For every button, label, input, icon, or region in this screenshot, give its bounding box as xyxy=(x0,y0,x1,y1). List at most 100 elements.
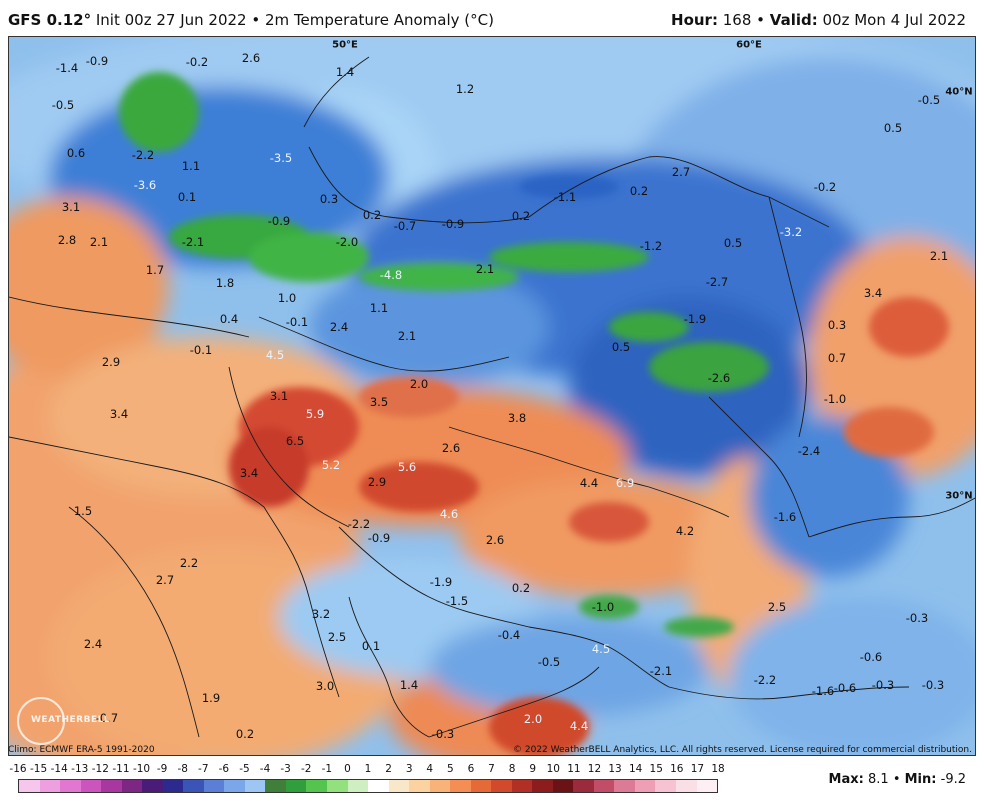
legend-tick-label: 1 xyxy=(364,763,372,775)
anomaly-value: -0.3 xyxy=(905,611,929,625)
anomaly-value: 0.4 xyxy=(219,312,239,326)
legend-tick-label: -9 xyxy=(156,763,168,775)
legend-tick-label: 0 xyxy=(344,763,351,775)
anomaly-value: -0.3 xyxy=(921,678,945,692)
anomaly-value: 1.4 xyxy=(399,678,419,692)
legend-swatch xyxy=(573,780,594,792)
map-shading xyxy=(9,37,975,755)
legend-tick-label: -13 xyxy=(71,763,89,775)
legend-tick-label: 7 xyxy=(488,763,495,775)
anomaly-value: 0.7 xyxy=(827,351,847,365)
legend-color-bar xyxy=(18,779,718,793)
legend-tick-label: 9 xyxy=(529,763,537,775)
legend-tick-label: -4 xyxy=(259,763,271,775)
legend-swatch xyxy=(121,780,143,792)
anomaly-value: 1.5 xyxy=(73,504,93,518)
anomaly-value: -1.5 xyxy=(445,594,469,608)
anomaly-value: 4.6 xyxy=(439,507,459,521)
legend-swatch xyxy=(183,780,204,792)
anomaly-value: -1.2 xyxy=(639,239,663,253)
legend-tick-label: -15 xyxy=(30,763,48,775)
legend-tick-label: 3 xyxy=(405,763,413,775)
anomaly-value: 5.9 xyxy=(305,407,325,421)
anomaly-value: -0.5 xyxy=(917,93,941,107)
anomaly-value: 3.2 xyxy=(311,607,331,621)
copyright-note: © 2022 WeatherBELL Analytics, LLC. All r… xyxy=(513,745,972,755)
anomaly-value: -0.7 xyxy=(393,219,417,233)
anomaly-value: 2.0 xyxy=(409,377,429,391)
anomaly-value: 0.5 xyxy=(723,236,743,250)
legend-tick-label: 10 xyxy=(546,763,560,775)
legend-swatch xyxy=(19,780,40,792)
product-name: 2m Temperature Anomaly (°C) xyxy=(265,11,494,29)
anomaly-value: 2.6 xyxy=(485,533,505,547)
anomaly-value: 0.2 xyxy=(511,209,531,223)
anomaly-value: 2.2 xyxy=(179,556,199,570)
anomaly-value: -2.1 xyxy=(649,664,673,678)
anomaly-value: 2.1 xyxy=(929,249,949,263)
anomaly-value: 1.1 xyxy=(369,301,389,315)
max-value: 8.1 xyxy=(867,772,889,787)
anomaly-value: 1.2 xyxy=(455,82,475,96)
anomaly-value: 6.5 xyxy=(285,434,305,448)
legend-tick-labels: -16 -15 -14 -13 -12 -11 -10 -9 -8 -7 -6 -5 -4 -3 -2 -1 0… xyxy=(9,763,724,777)
anomaly-value: -0.2 xyxy=(813,180,837,194)
anomaly-value: 4.4 xyxy=(569,719,589,733)
anomaly-value: -2.4 xyxy=(797,444,821,458)
anomaly-value: -4.8 xyxy=(379,268,403,282)
legend-tick-label: -5 xyxy=(239,763,250,775)
legend-tick-label: 4 xyxy=(426,763,434,775)
legend-swatch xyxy=(162,780,184,792)
anomaly-value: -0.9 xyxy=(85,54,109,68)
legend-swatch xyxy=(39,780,61,792)
anomaly-value: 4.4 xyxy=(579,476,599,490)
legend-swatch xyxy=(429,780,451,792)
legend-tick-label: -3 xyxy=(280,763,291,775)
anomaly-value: 4.5 xyxy=(591,642,611,656)
anomaly-value: -3.2 xyxy=(779,225,803,239)
anomaly-value: 2.6 xyxy=(241,51,261,65)
anomaly-value: 2.9 xyxy=(101,355,121,369)
anomaly-value: 2.1 xyxy=(475,262,495,276)
anomaly-value: 2.1 xyxy=(397,329,417,343)
anomaly-value: 1.4 xyxy=(335,65,355,79)
anomaly-value: 0.3 xyxy=(319,192,339,206)
legend-swatch xyxy=(265,780,286,792)
legend-tick-label: 17 xyxy=(690,763,705,775)
anomaly-value: 2.8 xyxy=(57,233,77,247)
legend-tick-label: -8 xyxy=(177,763,188,775)
anomaly-value: -0.9 xyxy=(441,217,465,231)
anomaly-value: 2.4 xyxy=(329,320,349,334)
anomaly-value: 3.8 xyxy=(507,411,527,425)
anomaly-value: -0.5 xyxy=(51,98,75,112)
legend-swatch xyxy=(80,780,102,792)
anomaly-value: -2.0 xyxy=(335,235,359,249)
legend-swatch xyxy=(470,780,492,792)
header-separator: • xyxy=(251,11,261,29)
legend-tick-label: 6 xyxy=(467,763,475,775)
anomaly-value: 3.1 xyxy=(61,200,81,214)
max-min-summary: Max: 8.1 • Min: -9.2 xyxy=(829,772,966,787)
anomaly-value: -1.9 xyxy=(683,312,707,326)
anomaly-value: -2.1 xyxy=(181,235,205,249)
anomaly-value: 0.1 xyxy=(361,639,381,653)
legend-swatch xyxy=(142,780,163,792)
anomaly-value: 2.7 xyxy=(155,573,175,587)
anomaly-value: 0.2 xyxy=(629,184,649,198)
anomaly-value: 0.3 xyxy=(827,318,847,332)
legend-swatch xyxy=(532,780,553,792)
anomaly-value: 1.7 xyxy=(145,263,165,277)
anomaly-value: 4.5 xyxy=(265,348,285,362)
anomaly-value: 1.0 xyxy=(277,291,297,305)
anomaly-value: -0.5 xyxy=(537,655,561,669)
anomaly-value: 2.6 xyxy=(441,441,461,455)
anomaly-value: -2.6 xyxy=(707,371,731,385)
anomaly-value: 2.1 xyxy=(89,235,109,249)
legend-swatch xyxy=(224,780,245,792)
temperature-anomaly-map: 50°E 60°E 40°N 30°N -1.4 -0.9 2.6 -0.2 1… xyxy=(8,36,976,756)
anomaly-value: -1.4 xyxy=(55,61,79,75)
header-left: GFS 0.12° Init 00z 27 Jun 2022 • 2m Temp… xyxy=(8,11,494,29)
anomaly-value: -0.7 xyxy=(95,711,119,725)
legend-swatch xyxy=(676,780,697,792)
legend-tick-label: -7 xyxy=(198,763,209,775)
